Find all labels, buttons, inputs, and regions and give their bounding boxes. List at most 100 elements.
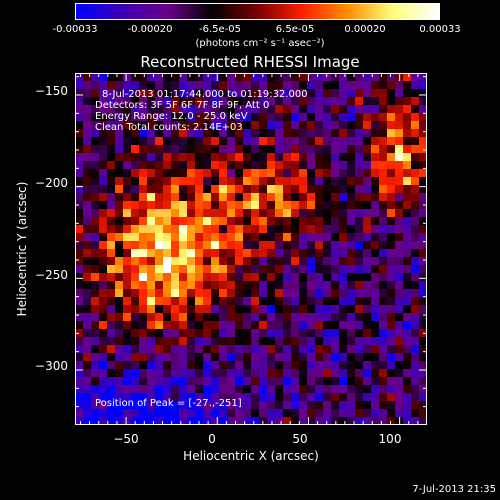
heatmap-cell bbox=[91, 297, 100, 306]
heatmap-cell bbox=[259, 273, 268, 282]
heatmap-cell bbox=[107, 257, 116, 266]
heatmap-cell bbox=[411, 297, 420, 306]
heatmap-cell bbox=[83, 377, 92, 386]
heatmap-cell bbox=[243, 361, 252, 370]
heatmap-cell bbox=[331, 313, 340, 322]
heatmap-cell bbox=[395, 97, 404, 106]
heatmap-cell bbox=[123, 369, 132, 378]
heatmap-cell bbox=[323, 393, 332, 402]
y-tick-label: −300 bbox=[35, 359, 68, 373]
heatmap-cell bbox=[379, 233, 388, 242]
heatmap-cell bbox=[123, 297, 132, 306]
heatmap-cell bbox=[147, 89, 156, 98]
heatmap-cell bbox=[115, 369, 124, 378]
heatmap-cell bbox=[203, 305, 212, 314]
heatmap-cell bbox=[323, 169, 332, 178]
heatmap-cell bbox=[371, 97, 380, 106]
heatmap-cell bbox=[155, 377, 164, 386]
heatmap-cell bbox=[419, 345, 427, 354]
heatmap-cell bbox=[75, 345, 84, 354]
heatmap-cell bbox=[235, 241, 244, 250]
heatmap-cell bbox=[403, 169, 412, 178]
heatmap-cell bbox=[347, 201, 356, 210]
heatmap-cell bbox=[403, 201, 412, 210]
heatmap-cell bbox=[283, 409, 292, 418]
heatmap-cell bbox=[283, 153, 292, 162]
heatmap-cell bbox=[283, 337, 292, 346]
heatmap-cell bbox=[251, 297, 260, 306]
heatmap-cell bbox=[107, 345, 116, 354]
heatmap-cell bbox=[187, 289, 196, 298]
heatmap-cell bbox=[307, 89, 316, 98]
heatmap-cell bbox=[139, 257, 148, 266]
heatmap-cell bbox=[259, 361, 268, 370]
heatmap-cell bbox=[99, 353, 108, 362]
heatmap-cell bbox=[363, 321, 372, 330]
heatmap-cell bbox=[131, 393, 140, 402]
heatmap-cell bbox=[203, 153, 212, 162]
heatmap-cell bbox=[355, 297, 364, 306]
heatmap-cell bbox=[171, 217, 180, 226]
heatmap-cell bbox=[211, 81, 220, 90]
heatmap-cell bbox=[339, 129, 348, 138]
heatmap-cell bbox=[323, 113, 332, 122]
heatmap-cell bbox=[179, 73, 188, 82]
heatmap-cell bbox=[163, 161, 172, 170]
heatmap-cell bbox=[147, 265, 156, 274]
heatmap-cell bbox=[251, 153, 260, 162]
heatmap-cell bbox=[267, 281, 276, 290]
heatmap-cell bbox=[395, 217, 404, 226]
heatmap-cell bbox=[355, 273, 364, 282]
heatmap-cell bbox=[235, 289, 244, 298]
heatmap-cell bbox=[107, 145, 116, 154]
heatmap-cell bbox=[259, 297, 268, 306]
heatmap-cell bbox=[291, 361, 300, 370]
heatmap-cell bbox=[323, 73, 332, 82]
heatmap-cell bbox=[187, 321, 196, 330]
heatmap-cell bbox=[251, 369, 260, 378]
heatmap-cell bbox=[331, 385, 340, 394]
heatmap-cell bbox=[275, 129, 284, 138]
heatmap-cell bbox=[283, 161, 292, 170]
heatmap-cell bbox=[323, 289, 332, 298]
heatmap-cell bbox=[275, 97, 284, 106]
heatmap-cell bbox=[123, 305, 132, 314]
heatmap-cell bbox=[323, 281, 332, 290]
heatmap-cell bbox=[155, 105, 164, 114]
heatmap-cell bbox=[187, 257, 196, 266]
heatmap-cell bbox=[187, 273, 196, 282]
heatmap-cell bbox=[251, 129, 260, 138]
heatmap-cell bbox=[139, 121, 148, 130]
heatmap-cell bbox=[371, 385, 380, 394]
heatmap-cell bbox=[363, 257, 372, 266]
heatmap-cell bbox=[251, 121, 260, 130]
heatmap-cell bbox=[91, 417, 100, 425]
heatmap-cell bbox=[139, 177, 148, 186]
heatmap-cell bbox=[107, 201, 116, 210]
heatmap-cell bbox=[83, 89, 92, 98]
heatmap-cell bbox=[155, 313, 164, 322]
heatmap-cell bbox=[123, 321, 132, 330]
heatmap-cell bbox=[347, 113, 356, 122]
heatmap-cell bbox=[227, 409, 236, 418]
heatmap-cell bbox=[123, 409, 132, 418]
total-counts-annotation: Clean Total counts: 2.14E+03 bbox=[95, 122, 243, 133]
heatmap-cell bbox=[211, 297, 220, 306]
heatmap-cell bbox=[171, 161, 180, 170]
heatmap-cell bbox=[243, 353, 252, 362]
heatmap-cell bbox=[123, 169, 132, 178]
heatmap-cell bbox=[99, 361, 108, 370]
heatmap-cell bbox=[251, 321, 260, 330]
heatmap-cell bbox=[371, 273, 380, 282]
heatmap-cell bbox=[115, 249, 124, 258]
heatmap-cell bbox=[379, 113, 388, 122]
heatmap-cell bbox=[291, 217, 300, 226]
heatmap-cell bbox=[419, 417, 427, 425]
heatmap-cell bbox=[275, 345, 284, 354]
heatmap-cell bbox=[419, 97, 427, 106]
heatmap-cell bbox=[107, 233, 116, 242]
heatmap-cell bbox=[355, 353, 364, 362]
heatmap-cell bbox=[275, 417, 284, 425]
heatmap-cell bbox=[227, 113, 236, 122]
heatmap-cell bbox=[179, 105, 188, 114]
